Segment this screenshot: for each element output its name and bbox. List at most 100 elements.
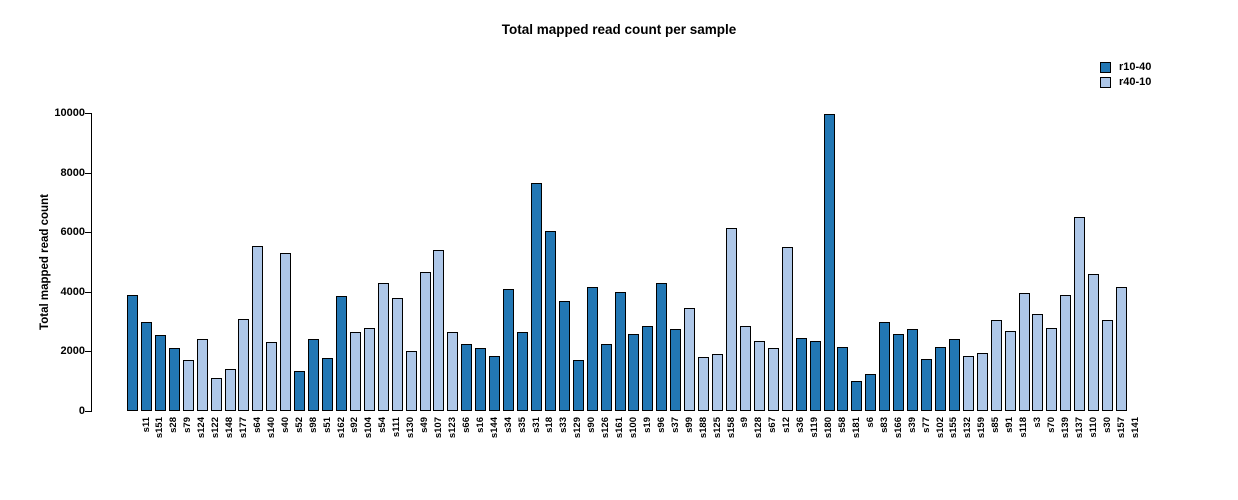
bar	[921, 359, 932, 411]
bar	[893, 334, 905, 411]
x-axis-label: s39	[906, 417, 918, 433]
x-axis-label: s141	[1129, 417, 1141, 439]
bar	[656, 283, 668, 411]
x-axis-label: s58	[837, 417, 848, 433]
bar	[837, 347, 849, 411]
x-axis-label: s67	[767, 417, 779, 433]
bar	[962, 356, 974, 411]
x-axis-label: s79	[182, 417, 194, 433]
x-axis-label: s35	[516, 417, 528, 433]
x-axis-label: s139	[1059, 417, 1071, 439]
x-axis-label: s36	[795, 417, 807, 433]
x-axis-label: s33	[558, 417, 570, 433]
x-axis-label: s161	[614, 417, 626, 439]
x-axis-label: s12	[781, 417, 793, 433]
x-axis-label: s181	[850, 417, 862, 439]
x-axis-label: s54	[377, 417, 389, 433]
bar	[1074, 217, 1086, 411]
bar	[280, 253, 292, 411]
bar	[475, 348, 487, 411]
legend: r10-40 r40-10	[1100, 60, 1151, 90]
x-axis-label: s49	[419, 417, 431, 433]
x-axis-label: s151	[154, 417, 166, 439]
x-axis-label: s77	[920, 417, 932, 433]
bar	[684, 308, 696, 411]
x-axis-label: s158	[725, 417, 737, 439]
y-axis-tick-label: 8000	[60, 166, 85, 179]
y-axis-tick	[85, 291, 92, 293]
bar	[154, 335, 166, 411]
x-axis-label: s70	[1045, 417, 1057, 433]
x-axis-label: s122	[210, 417, 222, 439]
bar	[600, 344, 612, 411]
x-axis-label: s91	[1004, 417, 1016, 433]
x-axis-label: s155	[948, 417, 960, 439]
x-axis-label: s64	[251, 417, 263, 433]
x-axis-label: s34	[502, 417, 514, 433]
bar	[210, 378, 222, 411]
bar	[879, 322, 891, 411]
x-axis-label: s28	[168, 417, 180, 433]
x-axis-label: s16	[474, 417, 486, 433]
bar	[725, 228, 737, 411]
bar	[767, 348, 779, 411]
x-axis-label: s31	[530, 417, 542, 433]
bar	[447, 332, 459, 411]
x-axis-label: s66	[460, 417, 472, 433]
x-axis-label: s128	[753, 417, 765, 439]
x-axis-label: s98	[307, 417, 319, 433]
x-axis-label: s85	[990, 417, 1002, 433]
y-axis-title: Total mapped read count	[39, 194, 51, 330]
x-axis-label: s177	[238, 417, 249, 439]
x-axis-label: s111	[391, 417, 403, 438]
x-axis-label: s96	[655, 417, 667, 433]
x-axis-label: s11	[140, 417, 152, 433]
x-axis-label: s6	[864, 417, 876, 428]
x-axis-label: s104	[363, 417, 375, 439]
x-axis-label: s130	[405, 417, 417, 439]
bar	[865, 374, 877, 411]
legend-swatch	[1100, 76, 1111, 88]
bar	[252, 246, 264, 411]
bar	[182, 360, 194, 411]
x-axis-label: s3	[1032, 417, 1044, 428]
bar	[670, 329, 682, 411]
y-axis-tick	[85, 232, 92, 234]
bar	[517, 332, 529, 411]
bar	[990, 320, 1002, 411]
bar	[377, 283, 389, 411]
bar	[224, 369, 236, 411]
bar	[795, 338, 807, 411]
legend-label: r40-10	[1119, 76, 1152, 88]
chart-title: Total mapped read count per sample	[501, 22, 737, 37]
x-axis-label: s19	[641, 417, 653, 433]
bar	[1060, 295, 1072, 411]
y-axis-tick	[85, 113, 92, 114]
bar	[308, 339, 320, 411]
bar	[544, 231, 556, 411]
bar	[419, 272, 431, 411]
bar	[628, 334, 640, 411]
x-axis-label: s132	[962, 417, 974, 439]
y-axis-tick-label: 4000	[60, 285, 85, 298]
x-axis-label: s159	[976, 417, 988, 439]
x-axis-label: s110	[1087, 417, 1099, 438]
x-axis-label: s30	[1101, 417, 1113, 433]
bar	[739, 326, 751, 411]
bar	[503, 289, 515, 411]
bar	[391, 298, 403, 411]
bar	[698, 357, 710, 411]
x-axis-label: s166	[892, 417, 904, 439]
bar	[127, 295, 138, 411]
x-axis-label: s140	[265, 417, 277, 439]
x-axis-label: s9	[739, 417, 751, 428]
x-axis-label: s92	[349, 417, 361, 433]
x-axis-label: s118	[1018, 417, 1030, 438]
bar	[140, 322, 152, 411]
x-axis-label: s99	[683, 417, 695, 433]
bar	[851, 381, 863, 411]
bar	[168, 348, 180, 411]
bar	[489, 356, 501, 411]
y-axis-tick-label: 6000	[60, 226, 85, 239]
